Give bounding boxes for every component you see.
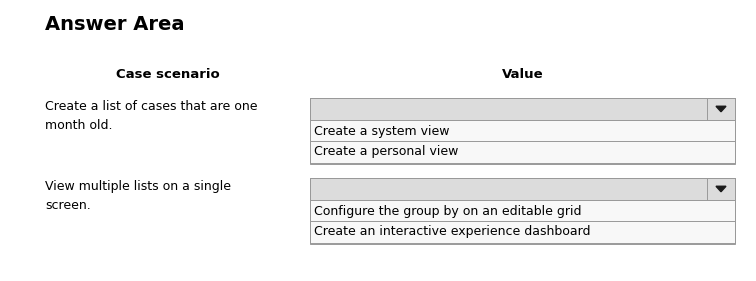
Bar [310,98,735,164]
Polygon shape [716,106,726,112]
Bar [310,200,735,222]
Text: Case scenario: Case scenario [116,68,219,81]
Bar [310,221,735,243]
Bar [310,120,735,142]
Bar [310,178,735,244]
Text: Create a list of cases that are one
month old.: Create a list of cases that are one mont… [45,100,258,132]
Text: Value: Value [502,68,544,81]
Bar [310,98,735,120]
Bar [310,141,735,163]
Text: Create an interactive experience dashboard: Create an interactive experience dashboa… [314,225,590,239]
Text: View multiple lists on a single
screen.: View multiple lists on a single screen. [45,180,231,212]
Bar [310,178,735,200]
Text: Answer Area: Answer Area [45,15,184,34]
Text: Create a personal view: Create a personal view [314,146,458,158]
Text: Configure the group by on an editable grid: Configure the group by on an editable gr… [314,205,581,217]
Polygon shape [716,186,726,192]
Text: Create a system view: Create a system view [314,124,450,137]
